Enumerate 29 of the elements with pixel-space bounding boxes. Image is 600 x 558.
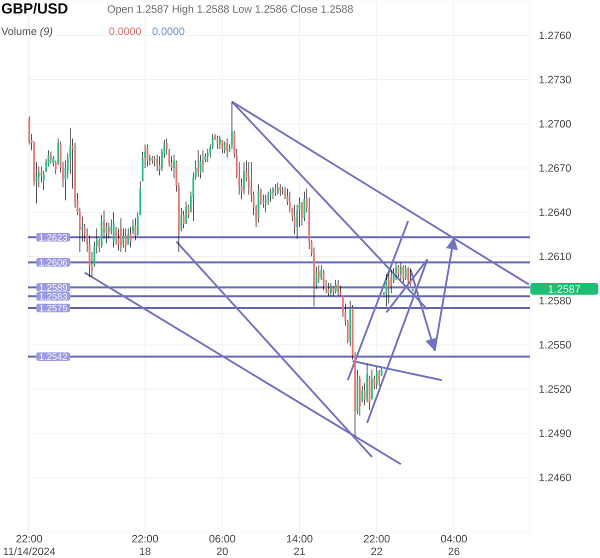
y-tick-label: 1.2670 [540,164,571,172]
x-tick-label: 22:00 11/14/2024 [4,534,56,556]
annotation: 0.0000 [109,28,142,36]
ref-line-label: 1.2589 [40,284,68,291]
x-tick-label: 22:00 18 [132,534,158,556]
x-tick-label: 04:00 26 [441,534,467,556]
ref-line-label: 1.2575 [40,304,68,312]
chart-title: GBP/USD [2,2,68,14]
ref-line-label: 1.2583 [40,293,68,300]
y-tick-label: 1.2700 [540,120,571,128]
y-tick-label: 1.2460 [540,474,571,482]
annotation: Volume (9) [1,27,52,38]
x-tick-label: 22:00 22 [364,534,390,556]
y-tick-label: 1.2610 [540,252,571,260]
y-tick-label: 1.2640 [540,208,571,216]
annotation: 0.0000 [152,28,184,36]
y-tick-label: 1.2580 [540,296,571,304]
ref-line-label: 1.2542 [40,353,68,360]
y-tick-label: 1.2490 [540,429,571,438]
y-tick-label: 1.2550 [540,341,571,349]
text: 1.2587 [548,285,580,293]
y-tick-label: 1.2520 [540,385,571,393]
x-tick-label: 06:00 20 [209,534,236,556]
x-tick-label: 14:00 21 [286,534,312,556]
y-tick-label: 1.2760 [540,32,571,40]
y-tick-label: 1.2730 [540,76,571,84]
ref-line-label: 1.2606 [40,259,68,266]
ref-line-label: 1.2623 [40,234,68,241]
chart-subtitle: Open 1.2587 High 1.2588 Low 1.2586 Close 1.2588 [108,4,353,15]
